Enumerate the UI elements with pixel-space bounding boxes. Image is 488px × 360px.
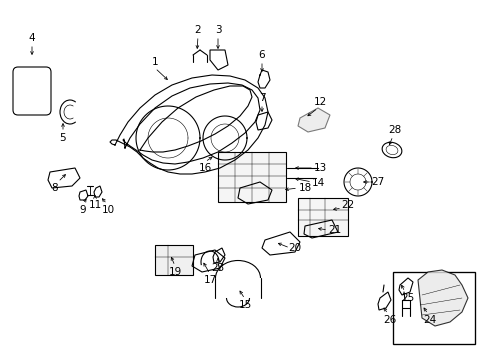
Text: 4: 4 [29, 33, 35, 43]
Text: 3: 3 [214, 25, 221, 35]
Text: 28: 28 [387, 125, 401, 135]
Text: 10: 10 [101, 205, 114, 215]
Text: 21: 21 [328, 225, 341, 235]
Text: 9: 9 [80, 205, 86, 215]
Text: 23: 23 [211, 263, 224, 273]
Text: 17: 17 [203, 275, 216, 285]
Text: 7: 7 [258, 93, 265, 103]
Bar [392, 272, 474, 344]
Text: 6: 6 [258, 50, 265, 60]
Text: 12: 12 [313, 97, 326, 107]
Text: 19: 19 [168, 267, 181, 277]
Text: 26: 26 [383, 315, 396, 325]
Polygon shape [417, 270, 467, 326]
Text: 2: 2 [194, 25, 201, 35]
Text: 15: 15 [238, 300, 251, 310]
Text: 16: 16 [198, 163, 211, 173]
Text: 1: 1 [151, 57, 158, 67]
Text: 8: 8 [52, 183, 58, 193]
Text: 11: 11 [88, 200, 102, 210]
Text: 18: 18 [298, 183, 311, 193]
Text: 25: 25 [401, 293, 414, 303]
Text: 24: 24 [423, 315, 436, 325]
Text: 14: 14 [311, 178, 324, 188]
Text: 22: 22 [341, 200, 354, 210]
Bar [218, 152, 285, 202]
Bar [297, 198, 347, 236]
Text: 5: 5 [60, 133, 66, 143]
FancyBboxPatch shape [13, 67, 51, 115]
Bar [155, 245, 193, 275]
Polygon shape [297, 108, 329, 132]
Text: 20: 20 [288, 243, 301, 253]
Text: 27: 27 [370, 177, 384, 187]
Text: 13: 13 [313, 163, 326, 173]
